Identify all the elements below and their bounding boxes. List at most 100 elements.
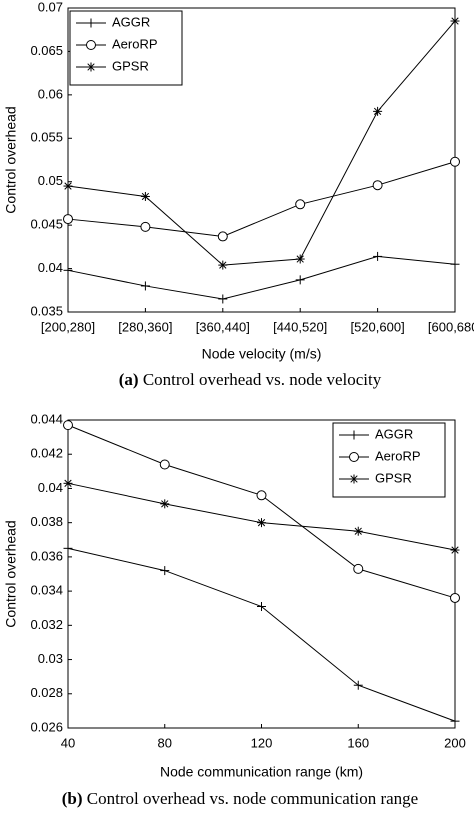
marker-circle (349, 452, 359, 462)
y-tick-label: 0.03 (38, 651, 63, 666)
series-line (67, 255, 456, 300)
x-tick-label: [360,440] (196, 319, 250, 334)
legend-label: AGGR (112, 14, 150, 29)
marker (63, 420, 73, 431)
caption-a: (a) Control overhead vs. node velocity (40, 367, 460, 393)
marker-stroke (257, 519, 266, 527)
caption-text: Control overhead vs. node communication … (86, 789, 419, 808)
marker-stroke (373, 107, 382, 116)
marker (450, 259, 460, 269)
marker (257, 518, 266, 528)
marker (256, 490, 267, 501)
marker (218, 294, 228, 304)
y-axis-label: Control overhead (3, 520, 19, 627)
y-tick-label: 0.065 (30, 43, 63, 58)
marker-stroke (64, 479, 72, 487)
marker (353, 563, 364, 574)
x-tick-label: 120 (251, 735, 273, 750)
marker-circle (159, 459, 170, 470)
marker-stroke (64, 182, 72, 190)
x-axis-label: Node communication range (km) (160, 764, 363, 780)
marker (140, 221, 151, 232)
x-tick-label: 160 (347, 735, 369, 750)
marker-stroke (161, 500, 169, 508)
marker-stroke (141, 192, 150, 201)
marker-stroke (354, 527, 362, 535)
x-tick-label: [440,520] (273, 319, 327, 334)
marker (86, 40, 96, 50)
x-tick-label: [600,680] (428, 319, 474, 334)
x-tick-label: 80 (158, 735, 172, 750)
marker (257, 602, 266, 612)
y-tick-label: 0.036 (30, 548, 63, 563)
marker-stroke (350, 475, 358, 483)
x-tick-label: [200,280] (41, 319, 95, 334)
marker (63, 214, 73, 225)
y-tick-label: 0.06 (38, 86, 63, 101)
caption-label: (b) (61, 789, 83, 808)
marker (160, 499, 170, 509)
x-tick-label: 200 (444, 735, 466, 750)
marker (450, 592, 460, 603)
y-axis-label: Control overhead (3, 106, 19, 213)
marker-circle (295, 199, 306, 210)
marker (450, 156, 460, 167)
series-line (67, 161, 456, 237)
y-tick-label: 0.026 (30, 719, 63, 734)
marker (140, 191, 150, 201)
marker (349, 452, 359, 462)
marker-circle (353, 563, 364, 574)
y-tick-label: 0.05 (38, 173, 63, 188)
marker-stroke (451, 546, 459, 554)
y-tick-label: 0.04 (38, 480, 63, 495)
x-axis-label: Node velocity (m/s) (202, 346, 322, 362)
y-tick-label: 0.042 (30, 446, 63, 461)
series-line (67, 20, 456, 266)
marker (295, 199, 306, 210)
y-tick-label: 0.028 (30, 685, 63, 700)
marker-circle (140, 221, 151, 232)
marker-circle (450, 156, 460, 167)
marker-circle (372, 180, 383, 191)
marker (63, 265, 73, 275)
marker (63, 543, 73, 553)
marker (63, 181, 73, 191)
marker-stroke (219, 261, 227, 269)
marker (295, 254, 305, 264)
legend-label: GPSR (112, 58, 149, 73)
plot-frame (67, 419, 456, 729)
y-tick-label: 0.055 (30, 130, 63, 145)
marker (450, 545, 460, 555)
marker-circle (63, 214, 73, 225)
marker (159, 459, 170, 470)
marker-circle (63, 420, 73, 431)
marker (373, 106, 383, 116)
caption-label: (a) (118, 370, 139, 389)
marker (295, 275, 305, 285)
y-tick-label: 0.04 (38, 260, 63, 275)
marker (140, 281, 150, 291)
y-tick-label: 0.032 (30, 617, 63, 632)
marker-stroke (451, 17, 459, 25)
marker (373, 251, 383, 261)
marker (86, 18, 96, 28)
marker (349, 474, 359, 484)
y-tick-label: 0.038 (30, 514, 63, 529)
marker (217, 231, 228, 242)
y-tick-label: 0.07 (38, 0, 63, 14)
caption-text: Control overhead vs. node velocity (142, 370, 382, 389)
marker (160, 566, 170, 576)
x-tick-label: [280,360] (118, 319, 172, 334)
marker (450, 16, 460, 26)
legend-label: AeroRP (112, 36, 158, 51)
marker-stroke (296, 255, 304, 263)
marker (86, 62, 96, 72)
legend-label: AGGR (375, 426, 413, 441)
x-tick-label: 40 (61, 735, 75, 750)
marker (349, 430, 359, 440)
legend-label: GPSR (375, 470, 412, 485)
legend-label: AeroRP (375, 448, 421, 463)
marker (353, 526, 363, 536)
